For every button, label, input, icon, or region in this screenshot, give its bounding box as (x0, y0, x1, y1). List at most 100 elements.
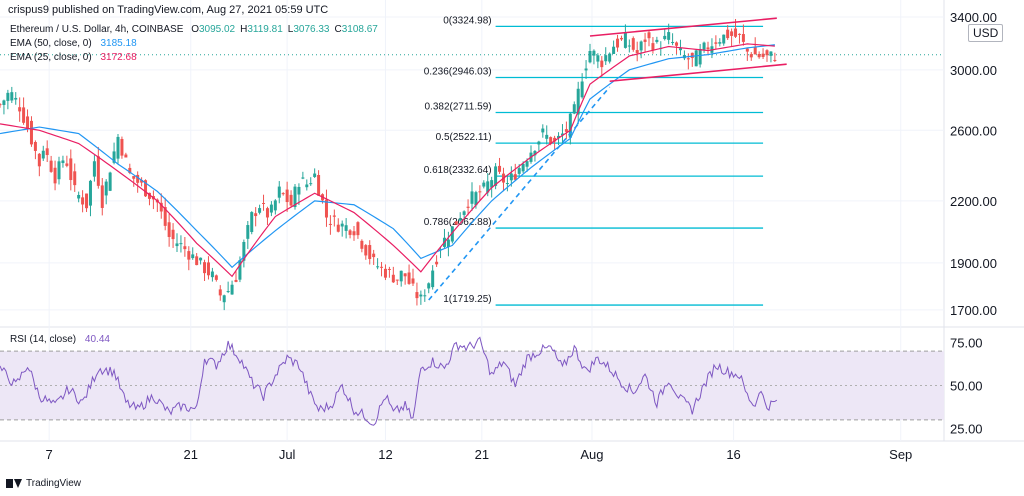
candle-body (675, 42, 679, 46)
fibonacci-layer: 0(3324.98) 0.236(2946.03) 0.382(2711.59) 0.… (424, 15, 764, 306)
candle-body (399, 270, 403, 282)
rsi-tick-label: 50.00 (950, 379, 983, 394)
candle-body (18, 107, 22, 112)
candle-body (741, 34, 745, 42)
ohlc-value-l: 3076.33 (293, 24, 330, 35)
symbol-title[interactable]: Ethereum / U.S. Dollar, 4h, COINBASE (10, 24, 184, 35)
candle-body (120, 138, 124, 156)
candle-body (600, 60, 604, 68)
candle-body (608, 53, 612, 62)
rsi-tick-label: 25.00 (950, 421, 983, 436)
candle-body (116, 136, 120, 159)
candle-body (250, 212, 254, 233)
tradingview-brand: TradingView (26, 478, 82, 489)
candle-body (576, 88, 580, 115)
fib-level-label: 0.618(2332.64) (424, 165, 492, 176)
candle-body (509, 173, 513, 181)
candle-body (478, 191, 482, 193)
candle-body (136, 174, 140, 183)
candle-body (230, 284, 234, 295)
candle-body (588, 50, 592, 63)
candle-body (765, 50, 769, 56)
candle-body (45, 148, 49, 156)
candle-body (517, 168, 521, 174)
candle-body (537, 141, 541, 145)
candle-body (2, 100, 6, 105)
candle-body (348, 230, 352, 235)
candle-body (360, 240, 364, 249)
candle-body (521, 163, 525, 172)
candle-body (513, 174, 517, 180)
tradingview-logo-icon (6, 479, 22, 488)
candle-body (49, 160, 53, 172)
price-tick-label: 3400.00 (950, 10, 997, 25)
candle-body (592, 50, 596, 56)
candle-body (647, 32, 651, 39)
currency-button[interactable]: USD (968, 24, 1004, 42)
candle-body (505, 183, 509, 185)
candle-body (37, 153, 41, 167)
time-tick-label: 21 (184, 447, 198, 462)
rsi-label[interactable]: RSI (14, close) (10, 334, 77, 345)
candle-body (427, 283, 431, 289)
candle-body (761, 53, 765, 57)
candle-body (643, 39, 647, 42)
candle-body (203, 262, 207, 274)
tradingview-footer[interactable]: TradingView (6, 478, 81, 489)
ema50-legend[interactable]: EMA (50, close, 0) 3185.18 (10, 38, 137, 49)
rsi-line (0, 336, 778, 426)
candle-body (631, 38, 635, 50)
rsi-legend[interactable]: RSI (14, close) 40.44 (10, 334, 110, 345)
ohlc-values: O3095.02 H3119.81 L3076.33 C3108.67 (186, 24, 378, 35)
candle-body (584, 68, 588, 71)
ema25-legend[interactable]: EMA (25, close, 0) 3172.68 (10, 52, 137, 63)
candle-body (403, 273, 407, 277)
candle-body (254, 213, 258, 217)
candle-body (639, 41, 643, 51)
symbol-legend[interactable]: Ethereum / U.S. Dollar, 4h, COINBASE O30… (10, 24, 378, 35)
candle-body (623, 32, 627, 48)
candle-body (0, 104, 2, 106)
candle-body (14, 97, 18, 100)
ema25-label[interactable]: EMA (25, close, 0) (10, 52, 92, 63)
candle-body (61, 160, 65, 164)
candle-body (411, 278, 415, 284)
candle-body (749, 54, 753, 58)
candle-body (462, 211, 466, 215)
candle-body (199, 257, 203, 261)
candle-body (568, 113, 572, 138)
candle-body (65, 163, 69, 166)
candle-body (407, 272, 411, 284)
candle-body (218, 289, 222, 296)
candle-body (718, 42, 722, 44)
candle-body (702, 42, 706, 50)
candle-body (191, 254, 195, 259)
time-tick-label: Sep (889, 447, 912, 462)
candle-body (26, 116, 30, 130)
candle-body (246, 225, 250, 239)
candle-body (356, 222, 360, 236)
publisher-line: crispus9 published on TradingView.com, A… (8, 4, 329, 16)
candle-body (572, 104, 576, 114)
candle-body (336, 224, 340, 232)
support-trendline (428, 86, 611, 301)
candles-layer (0, 18, 777, 311)
candle-body (612, 46, 616, 54)
candle-body (423, 295, 427, 297)
candle-body (549, 137, 553, 144)
candle-body (33, 142, 37, 151)
fib-level-label: 0.382(2711.59) (425, 102, 492, 113)
candle-body (10, 92, 14, 101)
candle-body (297, 186, 301, 195)
ohlc-key-h: H (240, 24, 248, 35)
ema-layer (0, 43, 775, 278)
candle-body (305, 184, 309, 188)
ema50-label[interactable]: EMA (50, close, 0) (10, 38, 92, 49)
candle-body (313, 173, 317, 177)
candle-body (635, 50, 639, 54)
candle-body (651, 43, 655, 51)
candle-body (289, 194, 293, 206)
candle-body (69, 158, 73, 181)
candle-body (163, 207, 167, 226)
